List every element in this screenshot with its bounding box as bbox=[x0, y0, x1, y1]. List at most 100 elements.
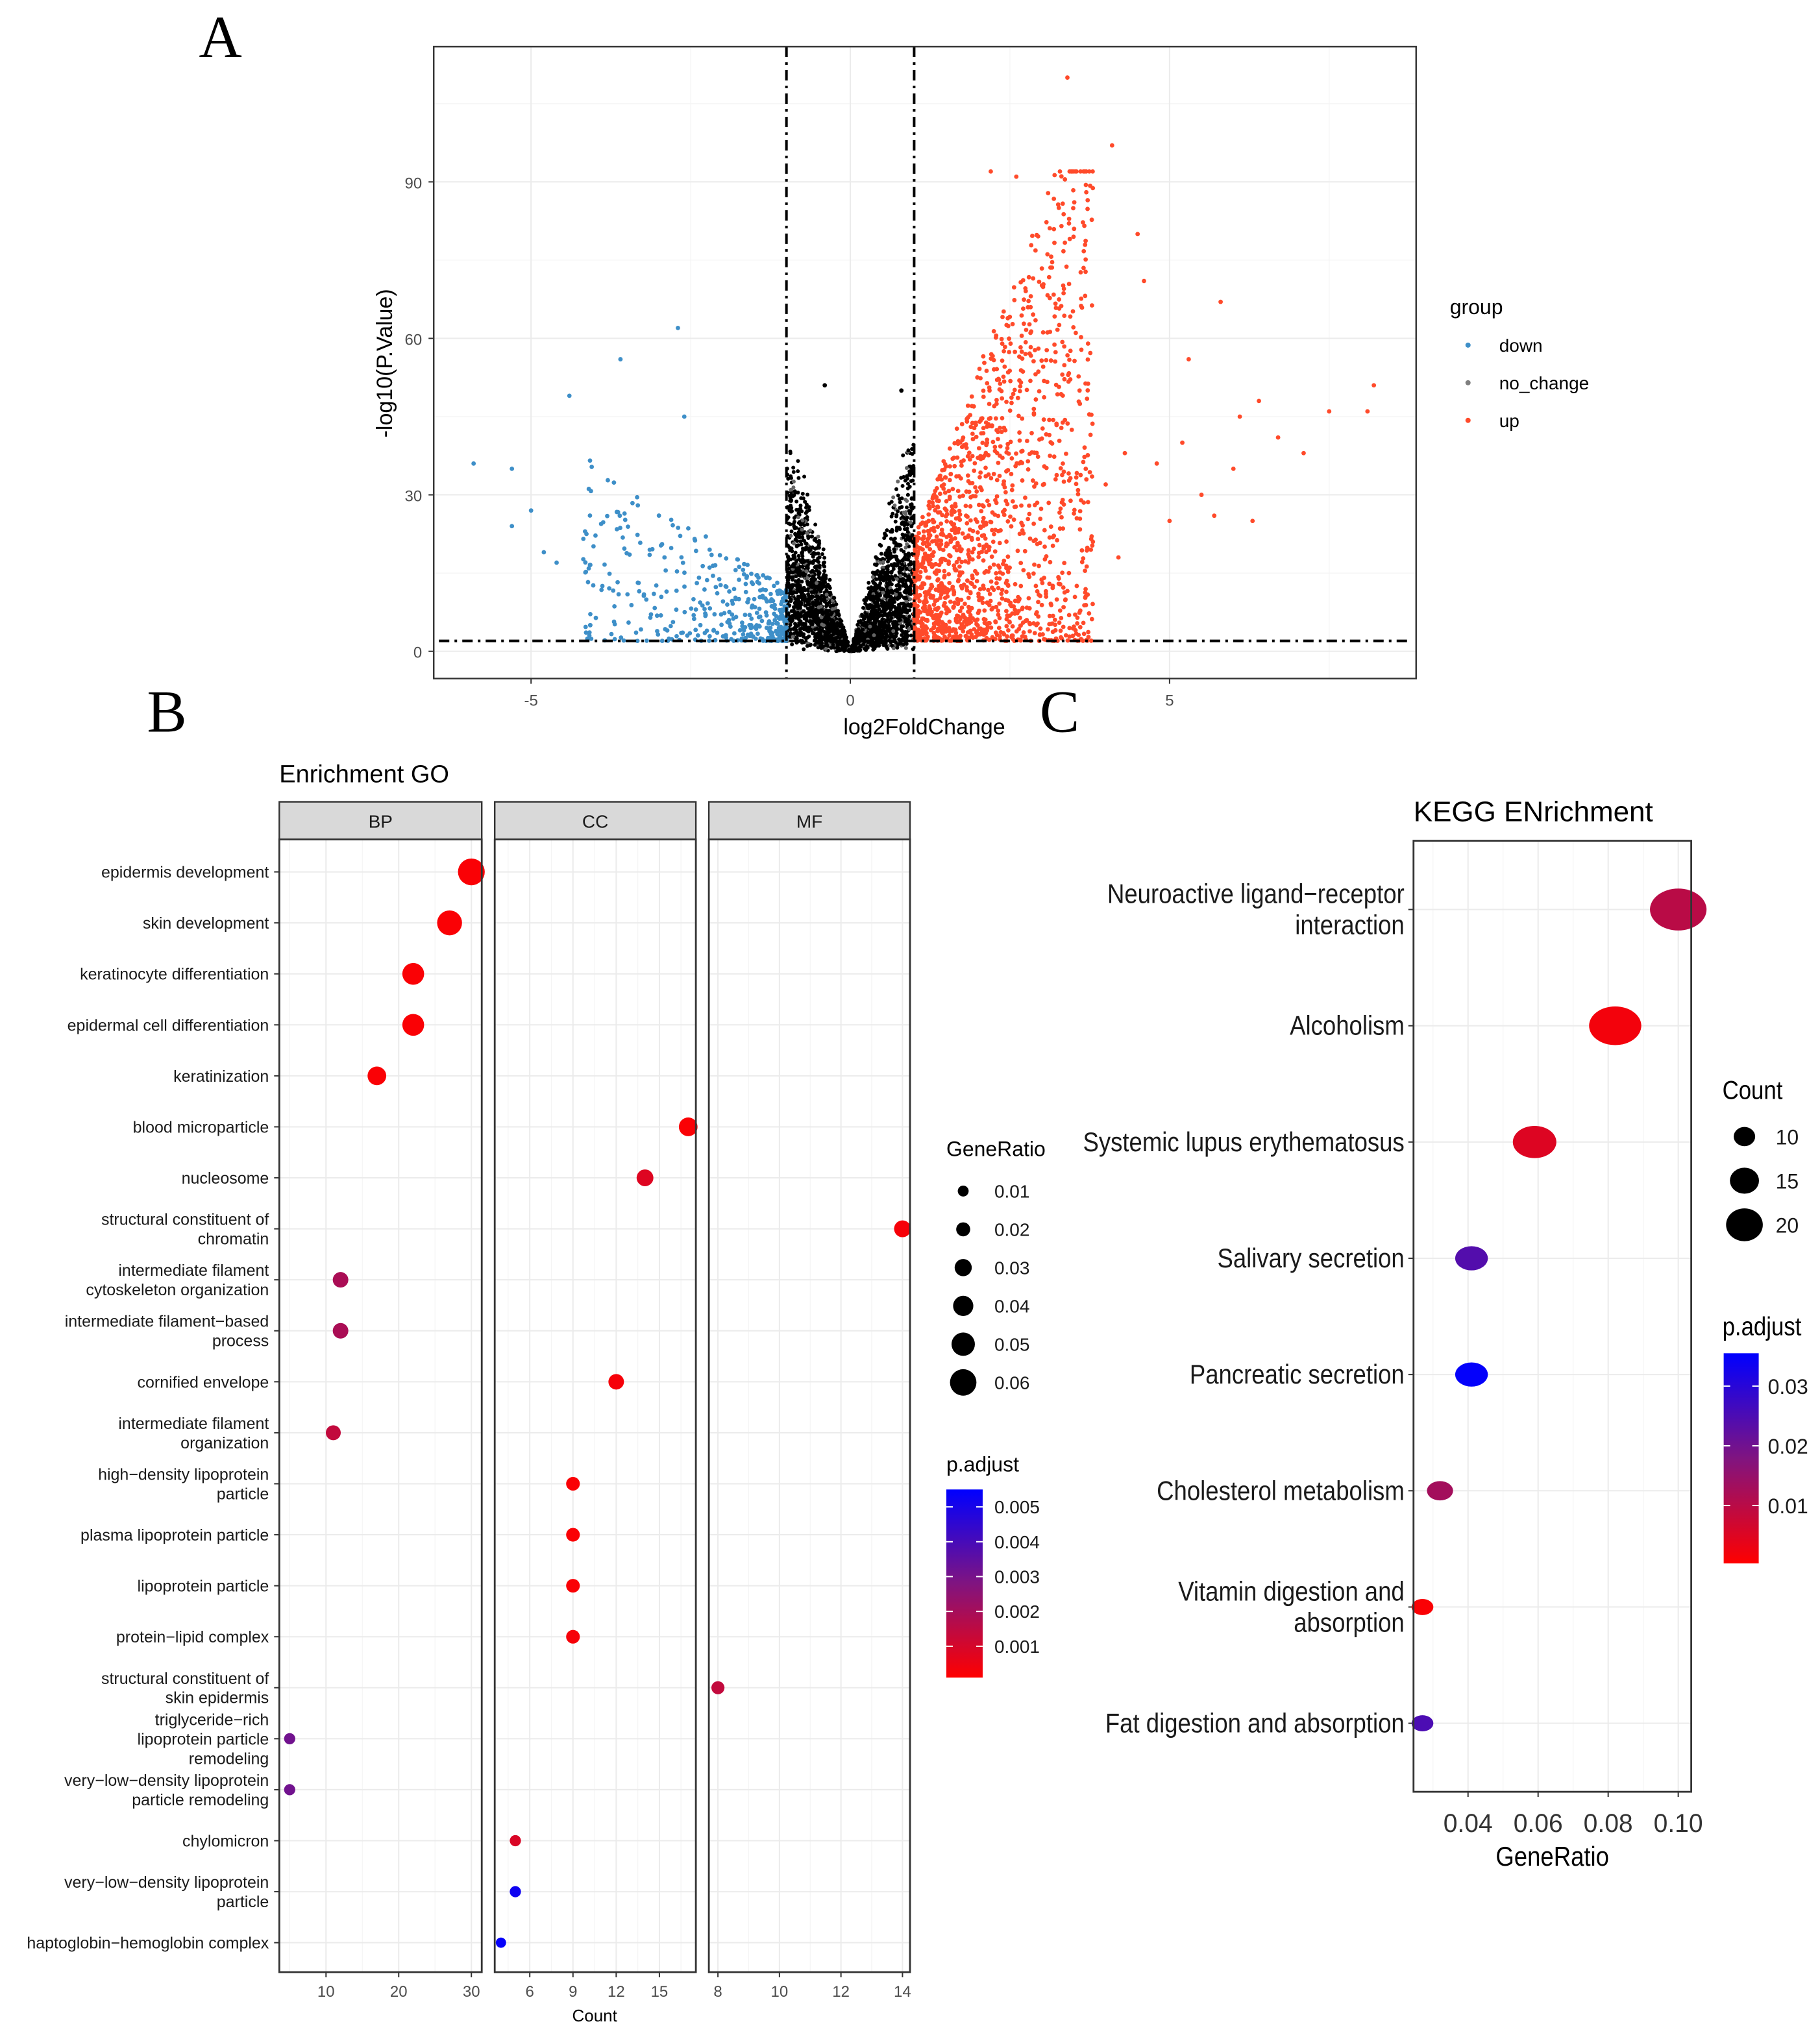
color-legend-label: 0.001 bbox=[994, 1637, 1040, 1657]
data-point bbox=[1327, 409, 1332, 414]
data-point bbox=[1031, 539, 1037, 544]
data-point bbox=[952, 563, 957, 568]
data-point bbox=[1212, 513, 1217, 518]
data-point bbox=[891, 646, 896, 651]
data-point bbox=[929, 527, 935, 532]
data-point bbox=[693, 548, 698, 554]
data-point bbox=[1057, 169, 1063, 174]
data-point bbox=[891, 495, 896, 500]
data-point bbox=[791, 576, 795, 581]
data-point bbox=[1011, 637, 1016, 642]
data-point bbox=[968, 580, 974, 585]
data-point bbox=[778, 629, 783, 634]
data-point bbox=[867, 619, 871, 624]
data-point bbox=[1009, 524, 1014, 529]
data-point bbox=[1039, 358, 1044, 363]
data-point bbox=[817, 541, 822, 546]
data-point bbox=[1079, 498, 1083, 503]
data-point bbox=[900, 629, 904, 633]
data-point bbox=[923, 568, 928, 573]
data-point bbox=[933, 561, 938, 567]
data-point bbox=[898, 506, 902, 510]
data-point bbox=[996, 608, 1001, 613]
data-point bbox=[822, 629, 827, 634]
data-point bbox=[678, 1117, 698, 1136]
data-point bbox=[868, 639, 873, 644]
data-point bbox=[715, 630, 720, 635]
data-point bbox=[973, 494, 978, 499]
data-point bbox=[976, 502, 981, 507]
data-point bbox=[1017, 378, 1022, 383]
data-point bbox=[830, 626, 834, 631]
data-point bbox=[966, 415, 970, 420]
data-point bbox=[1069, 427, 1074, 432]
data-point bbox=[1028, 345, 1033, 350]
data-point bbox=[495, 1937, 506, 1948]
data-point bbox=[896, 479, 900, 483]
data-point bbox=[704, 534, 708, 539]
data-point bbox=[566, 1476, 580, 1491]
data-point bbox=[709, 552, 714, 557]
data-point bbox=[994, 478, 1000, 483]
data-point bbox=[798, 594, 803, 599]
data-point bbox=[1059, 615, 1064, 620]
data-point bbox=[879, 574, 884, 579]
data-point bbox=[904, 588, 908, 592]
x-tick-label: 0.04 bbox=[1444, 1809, 1493, 1838]
data-point bbox=[617, 513, 622, 518]
data-point bbox=[817, 587, 822, 592]
term-label: Fat digestion and absorption bbox=[1105, 1708, 1405, 1738]
data-point bbox=[1049, 254, 1053, 259]
data-point bbox=[1047, 226, 1052, 231]
data-point bbox=[904, 619, 908, 624]
data-point bbox=[1065, 589, 1070, 594]
data-point bbox=[948, 539, 953, 544]
data-point bbox=[787, 591, 792, 596]
data-point bbox=[942, 574, 947, 578]
data-point bbox=[1142, 278, 1146, 284]
data-point bbox=[1045, 330, 1050, 335]
data-point bbox=[888, 557, 892, 561]
data-point bbox=[589, 465, 595, 469]
data-point bbox=[807, 549, 811, 554]
data-point bbox=[1022, 297, 1026, 302]
data-point bbox=[1050, 441, 1055, 446]
data-point bbox=[966, 609, 971, 615]
data-point bbox=[964, 585, 969, 590]
data-point bbox=[1026, 572, 1031, 577]
data-point bbox=[811, 561, 815, 565]
data-point bbox=[1062, 376, 1067, 382]
data-point bbox=[1066, 216, 1072, 221]
data-point bbox=[1059, 391, 1064, 396]
color-legend-label: 0.005 bbox=[994, 1497, 1040, 1517]
data-point bbox=[972, 627, 977, 632]
data-point bbox=[1066, 613, 1072, 618]
data-point bbox=[808, 528, 813, 533]
data-point bbox=[915, 549, 920, 554]
data-point bbox=[988, 415, 993, 421]
data-point bbox=[1083, 238, 1088, 243]
data-point bbox=[1003, 498, 1009, 504]
data-point bbox=[1047, 295, 1052, 300]
term-label: lipoprotein particle bbox=[138, 1730, 269, 1748]
data-point bbox=[961, 493, 966, 498]
data-point bbox=[789, 627, 793, 631]
data-point bbox=[608, 1374, 624, 1390]
data-point bbox=[754, 611, 759, 615]
data-point bbox=[991, 472, 996, 476]
data-point bbox=[1074, 470, 1079, 476]
chart-title: KEGG ENrichment bbox=[1414, 796, 1653, 828]
data-point bbox=[1275, 435, 1281, 440]
data-point bbox=[883, 551, 888, 555]
data-point bbox=[1081, 265, 1086, 271]
data-point bbox=[1031, 359, 1036, 364]
data-point bbox=[759, 618, 765, 624]
data-point bbox=[981, 546, 986, 551]
term-label: very−low−density lipoprotein bbox=[64, 1873, 269, 1892]
data-point bbox=[942, 585, 947, 590]
data-point bbox=[966, 450, 972, 456]
data-point bbox=[737, 628, 743, 633]
data-point bbox=[772, 583, 776, 589]
data-point bbox=[905, 530, 910, 534]
